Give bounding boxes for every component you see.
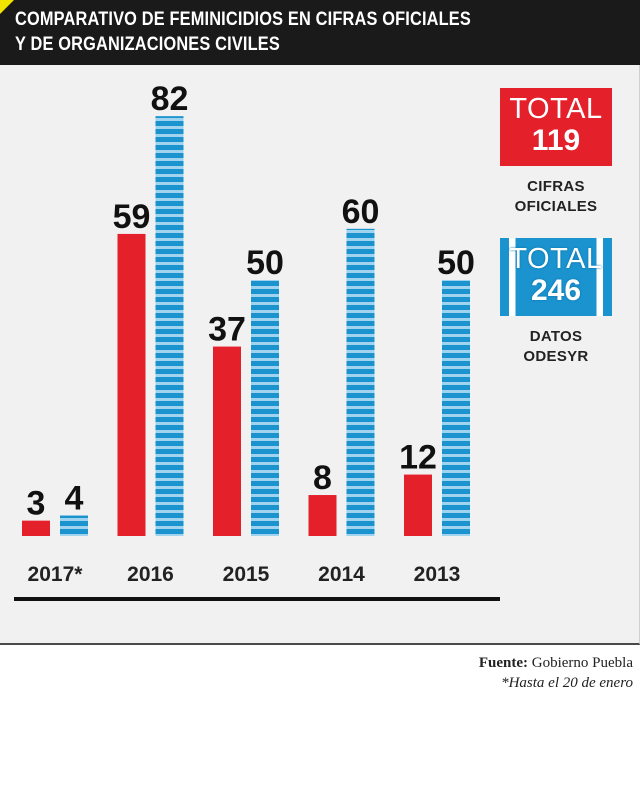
- bar-value-odesyr-3: 60: [342, 193, 380, 231]
- corner-accent: [0, 0, 14, 14]
- chart-title-line1: COMPARATIVO DE FEMINICIDIOS EN CIFRAS OF…: [15, 9, 471, 30]
- bar-odesyr-3: [346, 228, 375, 537]
- bar-value-odesyr-2: 50: [246, 244, 284, 282]
- bar-oficial-0: [22, 520, 50, 536]
- bar-value-odesyr-4: 50: [437, 244, 475, 282]
- legend-odesyr-label: DATOS ODESYR: [500, 327, 612, 367]
- source-note: Fuente: Gobierno Puebla *Hasta el 20 de …: [479, 653, 633, 693]
- footnote: *Hasta el 20 de enero: [501, 675, 633, 691]
- source-label: Fuente:: [478, 655, 529, 671]
- x-tick-label-1: 2016: [127, 563, 174, 586]
- bar-oficial-2: [213, 346, 241, 536]
- total-oficial-value: 119: [531, 124, 581, 157]
- total-odesyr-value: 246: [530, 274, 582, 307]
- bar-value-oficial-3: 8: [313, 459, 332, 497]
- bar-value-odesyr-0: 4: [65, 480, 84, 518]
- bar-value-oficial-0: 3: [27, 485, 46, 523]
- source-value: Gobierno Puebla: [531, 655, 633, 671]
- bar-odesyr-1: [155, 116, 184, 536]
- bar-value-oficial-2: 37: [208, 311, 246, 349]
- bar-value-oficial-1: 59: [113, 198, 151, 236]
- total-oficial-keyword: TOTAL: [509, 93, 603, 125]
- bar-value-oficial-4: 12: [399, 439, 437, 477]
- bar-odesyr-4: [442, 280, 470, 536]
- bar-value-odesyr-1: 82: [151, 80, 189, 118]
- x-tick-label-3: 2014: [318, 563, 365, 586]
- bar-odesyr-0: [60, 515, 88, 536]
- x-tick-label-0: 2017*: [28, 563, 84, 586]
- legend-oficial-label: CIFRAS OFICIALES: [500, 177, 612, 217]
- infographic-frame: COMPARATIVO DE FEMINICIDIOS EN CIFRAS OF…: [0, 0, 640, 645]
- total-odesyr-keyword: TOTAL: [509, 243, 603, 275]
- legend-odesyr-line1: DATOS: [529, 328, 583, 345]
- x-tick-label-4: 2013: [414, 563, 461, 586]
- legend-odesyr-line2: ODESYR: [523, 348, 589, 365]
- header-bar: COMPARATIVO DE FEMINICIDIOS EN CIFRAS OF…: [0, 0, 640, 65]
- bar-oficial-4: [404, 474, 432, 536]
- chart-title-line2: Y DE ORGANIZACIONES CIVILES: [15, 34, 280, 55]
- bar-oficial-1: [117, 233, 146, 537]
- legend-oficial-line2: OFICIALES: [514, 198, 598, 215]
- legend-oficial-line1: CIFRAS: [527, 178, 585, 195]
- total-oficial-box: TOTAL 119: [500, 88, 612, 166]
- x-tick-label-2: 2015: [223, 563, 270, 586]
- bar-odesyr-2: [251, 280, 279, 536]
- total-odesyr-box: TOTAL 246: [500, 238, 612, 316]
- bar-oficial-3: [308, 495, 337, 536]
